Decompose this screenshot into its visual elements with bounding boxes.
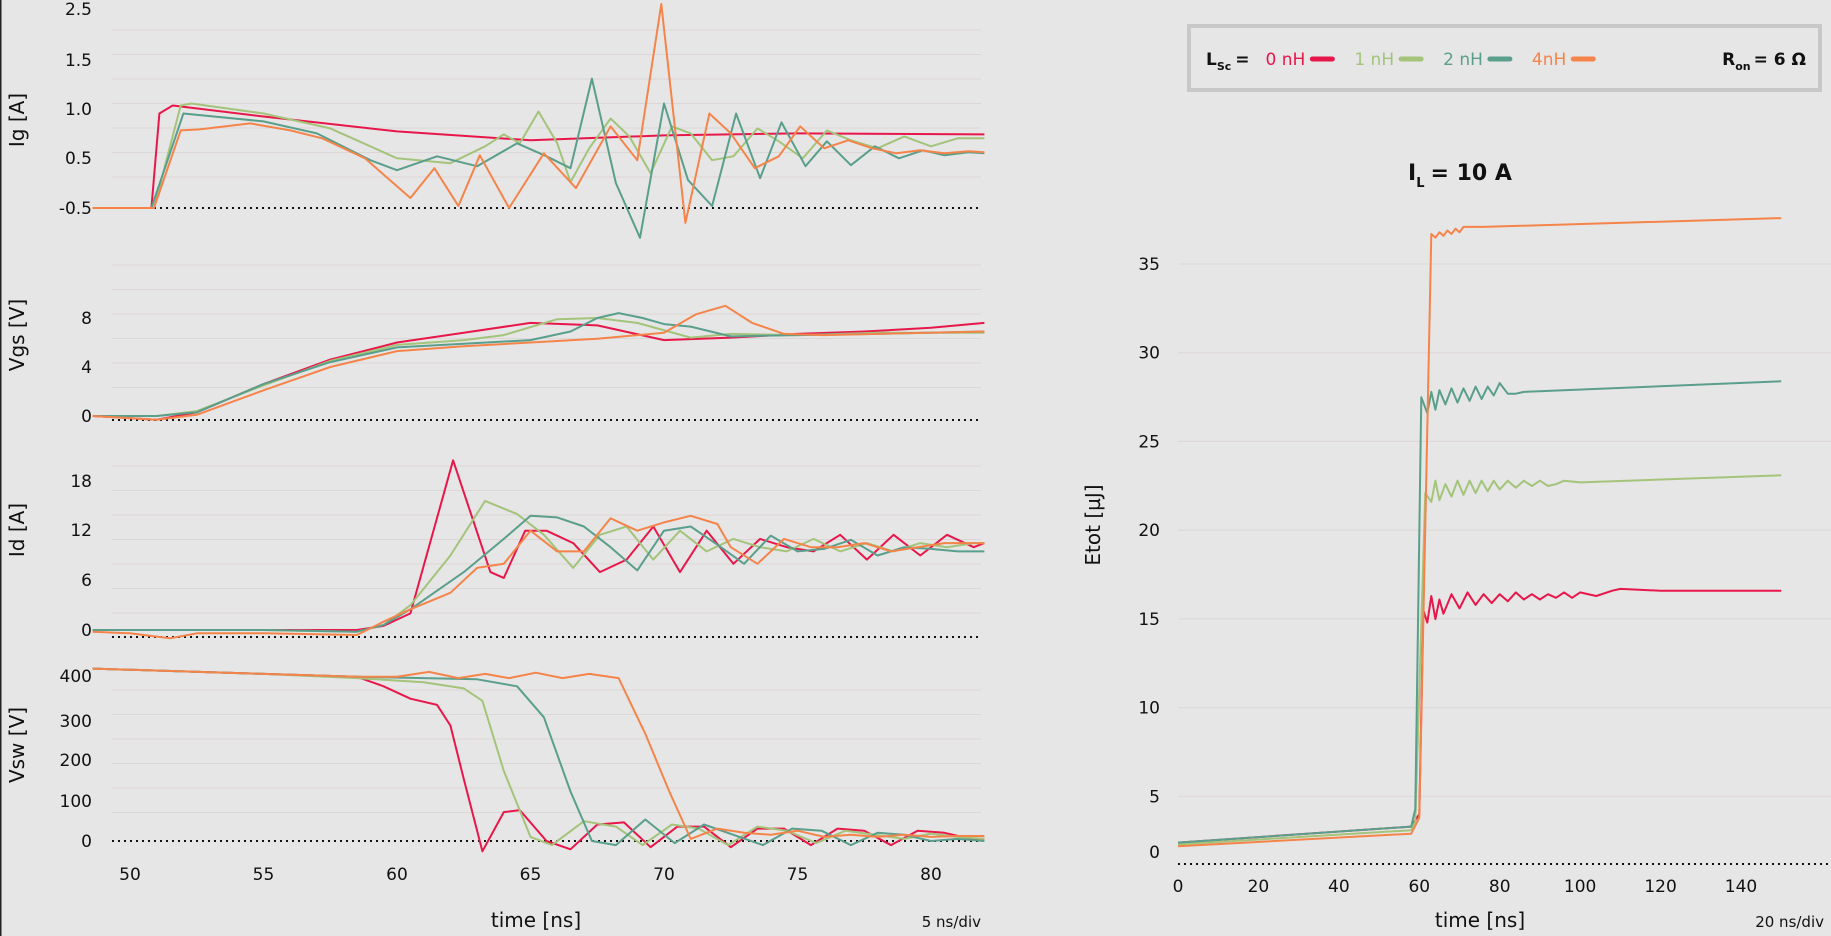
y-tick-label: 200: [60, 751, 92, 771]
x-tick-label: 100: [1564, 877, 1596, 897]
x-tick-label: 40: [1328, 877, 1350, 897]
series-line-0nH: [92, 667, 985, 853]
series-line-0nH: [1177, 587, 1782, 844]
left-scale-note: 5 ns/div: [922, 913, 981, 931]
y-axis-label: Ig [A]: [5, 93, 29, 147]
x-tick-label: 80: [920, 865, 942, 885]
y-tick-label: 400: [60, 667, 92, 687]
x-tick-label: 20: [1248, 877, 1270, 897]
y-tick-label: 0.5: [65, 149, 92, 169]
x-tick-label: 80: [1489, 877, 1511, 897]
panel-vgs: 8 4 0 Vgs [V]: [5, 264, 985, 427]
y-axis-label: Vgs [V]: [5, 299, 29, 371]
x-tick-label: 70: [653, 865, 675, 885]
y-tick-label: 6: [81, 571, 92, 591]
y-tick-label: 1.0: [65, 100, 92, 120]
series-line-4nH: [92, 304, 985, 421]
legend-entry-4nH: 4nH: [1532, 50, 1566, 70]
legend-lsc-label: LSc =: [1206, 50, 1250, 73]
y-tick-label: 2.5: [65, 0, 92, 20]
y-tick-label: 0: [81, 832, 92, 852]
legend: LSc = 0 nH 1 nH 2 nH 4nH Ron = 6 Ω: [1187, 24, 1822, 92]
y-tick-label: 0: [81, 621, 92, 641]
y-tick-label: 18: [70, 472, 92, 492]
legend-entry-2nH: 2 nH: [1443, 50, 1483, 70]
x-tick-label: 120: [1644, 877, 1676, 897]
y-tick-label: 300: [60, 712, 92, 732]
legend-entry-0nH: 0 nH: [1266, 50, 1306, 70]
y-tick-label: 30: [1138, 344, 1160, 364]
series-line-1nH: [1177, 474, 1782, 846]
x-tick-label: 0: [1173, 877, 1184, 897]
y-tick-label: 1.5: [65, 51, 92, 71]
y-tick-label: 100: [60, 792, 92, 812]
series-line-2nH: [92, 77, 985, 239]
series-line-2nH: [92, 312, 985, 417]
panel-vsw: 400 300 200 100 0 Vsw [V]: [5, 667, 985, 853]
x-tick-label: 55: [253, 865, 275, 885]
series-line-2nH: [92, 514, 985, 633]
right-scale-note: 20 ns/div: [1755, 913, 1824, 931]
y-axis-label: Id [A]: [5, 503, 29, 557]
panel-id: 18 12 6 0 Id [A]: [5, 459, 985, 641]
y-tick-label: -0.5: [59, 199, 92, 219]
series-line-4nH: [92, 3, 985, 224]
y-tick-label: 12: [70, 521, 92, 541]
series-line-4nH: [92, 667, 985, 840]
series-line-1nH: [92, 667, 985, 847]
legend-ron-label: Ron = 6 Ω: [1722, 50, 1806, 73]
panel-ig: 2.5 1.5 1.0 0.5 -0.5 Ig [A]: [5, 0, 985, 239]
y-tick-label: 20: [1138, 521, 1160, 541]
series-line-1nH: [92, 317, 985, 417]
x-tick-label: 75: [787, 865, 809, 885]
series-line-1nH: [92, 102, 985, 209]
y-tick-label: 35: [1138, 255, 1160, 275]
series-line-0nH: [92, 104, 985, 209]
x-tick-label: 65: [520, 865, 542, 885]
y-tick-label: 4: [81, 358, 92, 378]
y-tick-label: 15: [1138, 610, 1160, 630]
series-line-2nH: [1177, 380, 1782, 844]
series-line-2nH: [92, 667, 985, 847]
y-tick-label: 10: [1138, 699, 1160, 719]
legend-entry-1nH: 1 nH: [1354, 50, 1394, 70]
series-line-4nH: [92, 514, 985, 640]
x-tick-label: 60: [1408, 877, 1430, 897]
y-tick-label: 0: [1149, 843, 1160, 863]
x-tick-label: 60: [386, 865, 408, 885]
y-axis-label: Vsw [V]: [5, 707, 29, 783]
right-x-axis-label: time [ns]: [1435, 908, 1525, 932]
series-line-1nH: [92, 499, 985, 633]
y-tick-label: 8: [81, 309, 92, 329]
left-x-axis-label: time [ns]: [491, 908, 581, 932]
y-tick-label: 25: [1138, 432, 1160, 452]
y-tick-label: 0: [81, 407, 92, 427]
left-x-axis: 50 55 60 65 70 75 80: [119, 865, 942, 885]
panel-etot: 35 30 25 20 15 10 5 00 20 40 60 80 100 120 140 Etot [µJ…: [1081, 217, 1831, 897]
y-axis-label: Etot [µJ]: [1081, 484, 1105, 565]
right-chart-title: IL = 10 A: [1408, 161, 1512, 191]
series-line-4nH: [1177, 217, 1782, 848]
x-tick-label: 50: [119, 865, 141, 885]
x-tick-label: 140: [1725, 877, 1757, 897]
y-tick-label: 5: [1149, 787, 1160, 807]
